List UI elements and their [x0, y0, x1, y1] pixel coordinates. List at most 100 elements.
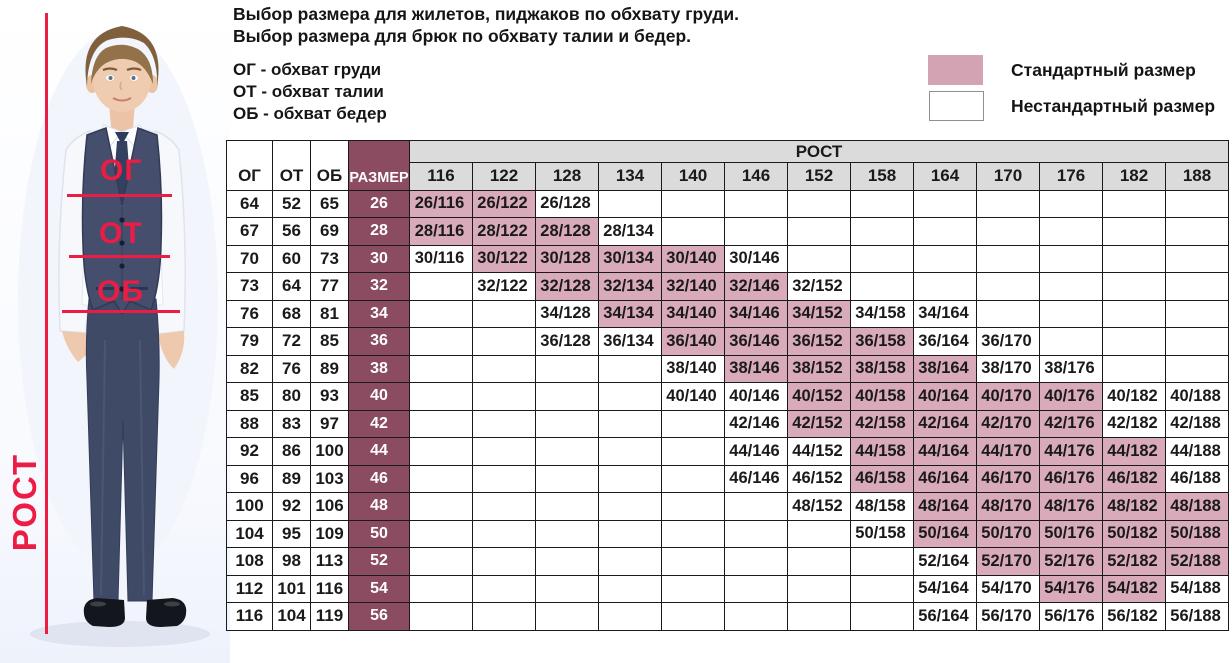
empty-cell: [535, 464, 599, 493]
empty-cell: [409, 547, 473, 576]
size-height-cell-nonstandard: 32/122: [472, 272, 536, 301]
chest-girth-cell: 96: [226, 464, 273, 493]
empty-cell: [724, 602, 788, 631]
size-height-cell-standard: 48/182: [1102, 492, 1166, 521]
empty-cell: [850, 272, 914, 301]
size-height-cell-standard: 46/182: [1102, 464, 1166, 493]
table-row: 92 86 100 44 44/146 44/152 44/158 44/164 44/170 4…: [226, 437, 1230, 466]
size-height-cell-standard: 38/152: [787, 354, 851, 383]
empty-cell: [1102, 299, 1166, 328]
size-height-cell-standard: 52/182: [1102, 547, 1166, 576]
empty-cell: [850, 547, 914, 576]
hip-girth-cell: 113: [310, 547, 349, 576]
table-row: 64 52 65 26 26/116 26/122 26/128: [226, 189, 1230, 218]
size-height-cell-standard: 36/152: [787, 327, 851, 356]
table-header-row-top: ОГ ОТ ОБ РАЗМЕР РОСТ: [226, 140, 1230, 191]
size-height-cell-nonstandard: 52/164: [913, 547, 977, 576]
size-cell: 54: [348, 574, 410, 603]
empty-cell: [787, 547, 851, 576]
empty-cell: [472, 382, 536, 411]
waist-girth-cell: 95: [272, 519, 311, 548]
hip-girth-cell: 73: [310, 244, 349, 273]
empty-cell: [1039, 299, 1103, 328]
empty-cell: [409, 492, 473, 521]
chest-girth-cell: 104: [226, 519, 273, 548]
empty-cell: [850, 189, 914, 218]
table-row: 73 64 77 32 32/122 32/128 32/134 32/140 32/146 32…: [226, 272, 1230, 301]
size-height-cell-nonstandard: 56/170: [976, 602, 1040, 631]
empty-cell: [1164, 327, 1230, 356]
chest-girth-cell: 100: [226, 492, 273, 521]
size-height-cell-nonstandard: 28/134: [598, 217, 662, 246]
chest-girth-cell: 108: [226, 547, 273, 576]
waist-girth-cell: 56: [272, 217, 311, 246]
waist-girth-cell: 92: [272, 492, 311, 521]
empty-cell: [1164, 244, 1230, 273]
size-height-cell-standard: 44/182: [1102, 437, 1166, 466]
empty-cell: [409, 602, 473, 631]
waist-girth-cell: 60: [272, 244, 311, 273]
size-height-cell-standard: 40/176: [1039, 382, 1103, 411]
size-height-cell-nonstandard: 38/140: [661, 354, 725, 383]
waist-girth-cell: 80: [272, 382, 311, 411]
size-height-cell-standard: 32/128: [535, 272, 599, 301]
size-height-cell-standard: 34/140: [661, 299, 725, 328]
empty-cell: [850, 217, 914, 246]
size-height-cell-standard: 44/164: [913, 437, 977, 466]
height-header-cell: 140: [661, 162, 725, 191]
height-header-cell: 134: [598, 162, 662, 191]
empty-cell: [598, 602, 662, 631]
size-height-cell-standard: 50/164: [913, 519, 977, 548]
table-row: 116 104 119 56 56/164 56/170 56/176 56/182 56/18…: [226, 602, 1230, 631]
empty-cell: [1102, 272, 1166, 301]
empty-cell: [1102, 354, 1166, 383]
empty-cell: [787, 519, 851, 548]
chest-girth-cell: 112: [226, 574, 273, 603]
empty-cell: [472, 299, 536, 328]
table-row: 67 56 69 28 28/116 28/122 28/128 28/134: [226, 217, 1230, 246]
size-height-cell-nonstandard: 26/128: [535, 189, 599, 218]
page-title: Выбор размера для жилетов, пиджаков по о…: [233, 3, 739, 47]
size-height-cell-nonstandard: 42/188: [1164, 409, 1230, 438]
size-height-cell-nonstandard: 36/164: [913, 327, 977, 356]
chest-girth-cell: 67: [226, 217, 273, 246]
size-height-cell-nonstandard: 38/170: [976, 354, 1040, 383]
col-header-waist: ОТ: [272, 140, 311, 191]
empty-cell: [976, 244, 1040, 273]
size-height-cell-standard: 36/158: [850, 327, 914, 356]
empty-cell: [535, 437, 599, 466]
size-height-cell-nonstandard: 36/128: [535, 327, 599, 356]
size-height-cell-standard: 42/152: [787, 409, 851, 438]
nonstandard-size-label: Нестандартный размер: [1011, 96, 1216, 116]
size-height-cell-standard: 32/140: [661, 272, 725, 301]
empty-cell: [472, 464, 536, 493]
hip-girth-cell: 106: [310, 492, 349, 521]
empty-cell: [409, 519, 473, 548]
hip-measure-line: [62, 310, 180, 313]
size-height-cell-standard: 46/158: [850, 464, 914, 493]
size-height-cell-nonstandard: 34/158: [850, 299, 914, 328]
size-height-cell-standard: 38/158: [850, 354, 914, 383]
size-height-cell-standard: 52/170: [976, 547, 1040, 576]
hip-girth-cell: 85: [310, 327, 349, 356]
empty-cell: [661, 437, 725, 466]
empty-cell: [850, 574, 914, 603]
empty-cell: [913, 217, 977, 246]
size-height-cell-standard: 36/140: [661, 327, 725, 356]
size-height-cell-nonstandard: 40/140: [661, 382, 725, 411]
empty-cell: [976, 189, 1040, 218]
empty-cell: [724, 492, 788, 521]
empty-cell: [535, 409, 599, 438]
empty-cell: [472, 547, 536, 576]
col-header-size: РАЗМЕР: [348, 140, 410, 191]
abbr-waist: ОТ - обхват талии: [233, 82, 384, 101]
empty-cell: [976, 272, 1040, 301]
size-height-cell-standard: 26/116: [409, 189, 473, 218]
empty-cell: [913, 272, 977, 301]
size-height-cell-standard: 48/188: [1164, 492, 1230, 521]
size-cell: 30: [348, 244, 410, 273]
height-header-cell: 116: [409, 162, 473, 191]
size-height-cell-nonstandard: 46/152: [787, 464, 851, 493]
hip-girth-cell: 65: [310, 189, 349, 218]
size-height-cell-nonstandard: 50/158: [850, 519, 914, 548]
